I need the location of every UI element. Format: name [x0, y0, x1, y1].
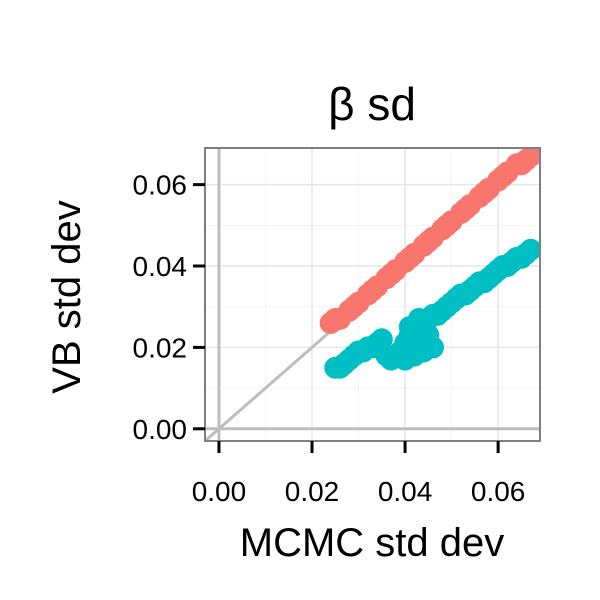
x-tick-label: 0.02	[285, 476, 340, 507]
data-points	[319, 148, 540, 379]
x-tick-label: 0.06	[471, 476, 526, 507]
series-salmon	[319, 148, 540, 334]
data-point	[473, 181, 496, 204]
data-point	[510, 153, 533, 176]
data-point	[417, 230, 440, 253]
data-point	[454, 198, 477, 221]
data-point	[417, 324, 440, 347]
y-axis: 0.00 0.02 0.04 0.06	[133, 170, 205, 445]
y-tick-label: 0.00	[133, 414, 188, 445]
y-tick-label: 0.02	[133, 332, 188, 363]
data-point	[519, 238, 540, 261]
data-point	[398, 316, 421, 339]
data-point	[361, 279, 384, 302]
data-point	[491, 165, 514, 188]
y-axis-title: VB std dev	[45, 200, 89, 393]
axis-zero-lines	[205, 148, 540, 441]
y-tick-label: 0.06	[133, 170, 188, 201]
data-point	[342, 295, 365, 318]
data-point	[435, 214, 458, 237]
data-point	[398, 246, 421, 269]
series-teal	[324, 238, 540, 379]
x-tick-label: 0.04	[378, 476, 433, 507]
chart-title: β sd	[328, 78, 416, 130]
x-axis: 0.00 0.02 0.04 0.06	[192, 441, 526, 507]
x-tick-label: 0.00	[192, 476, 247, 507]
x-axis-title: MCMC std dev	[240, 521, 505, 565]
data-point	[380, 263, 403, 286]
y-tick-label: 0.04	[133, 251, 188, 282]
plot-frame	[204, 147, 541, 442]
data-point	[324, 307, 347, 330]
